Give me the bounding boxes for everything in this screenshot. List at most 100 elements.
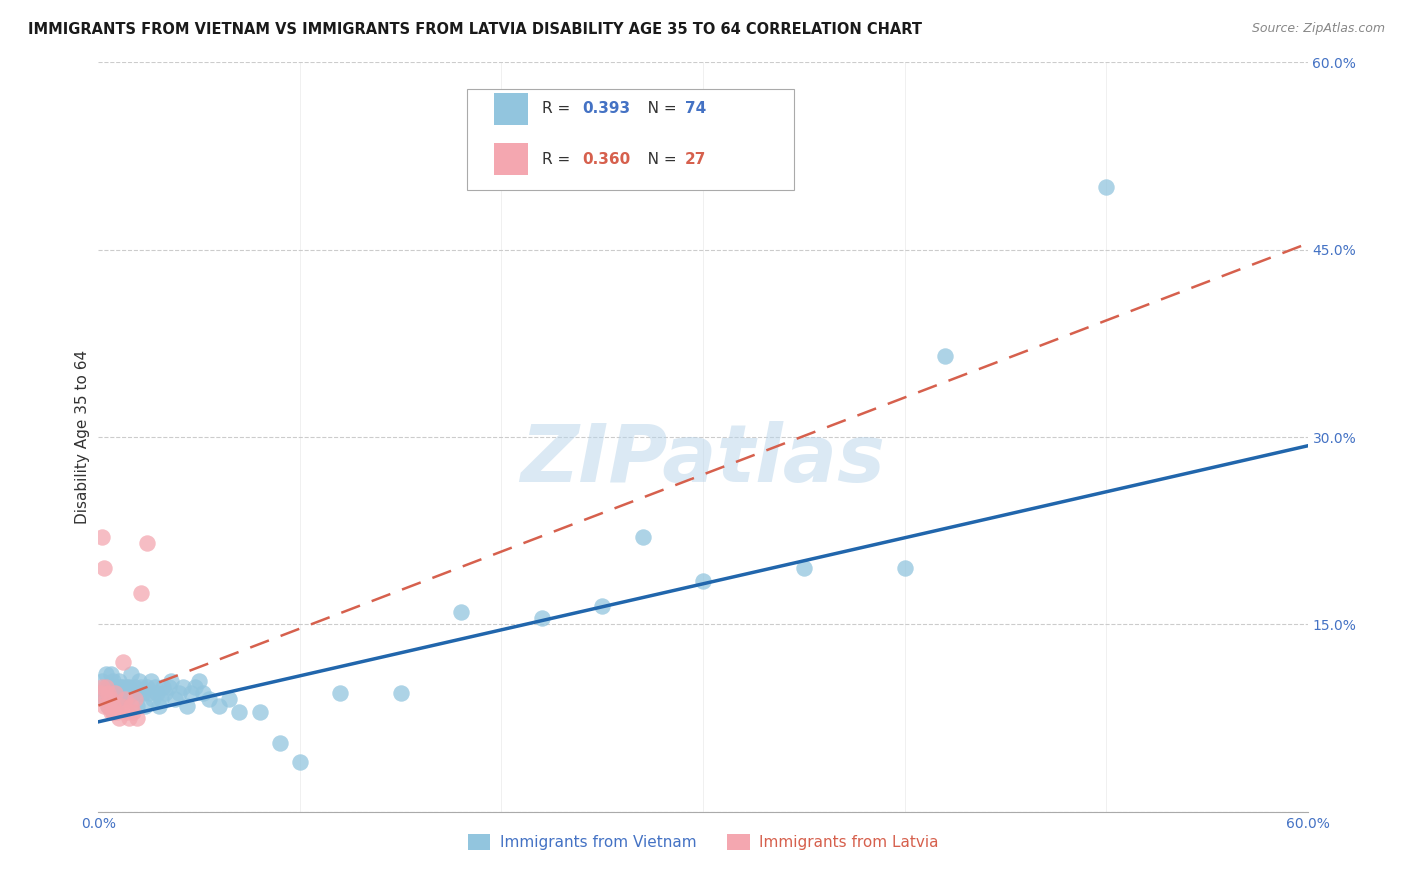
Point [893, 561, 915, 575]
Point [111, 680, 134, 694]
Point [96, 692, 118, 706]
FancyBboxPatch shape [494, 144, 527, 175]
Point [1095, 180, 1118, 194]
Point [208, 698, 231, 713]
Point [103, 692, 125, 706]
Text: 0.393: 0.393 [582, 102, 630, 116]
Point [121, 686, 143, 700]
Point [121, 705, 143, 719]
Point [110, 686, 132, 700]
Point [176, 698, 198, 713]
Point [111, 692, 134, 706]
Point [228, 705, 250, 719]
Point [163, 692, 186, 706]
Point [103, 680, 125, 694]
Point [118, 711, 141, 725]
Point [101, 673, 124, 688]
Point [91, 530, 114, 544]
Point [450, 605, 472, 619]
Point [110, 680, 132, 694]
Point [97, 698, 120, 713]
Point [114, 686, 136, 700]
FancyBboxPatch shape [467, 88, 793, 190]
Point [128, 673, 150, 688]
Point [142, 692, 165, 706]
Text: R =: R = [543, 102, 575, 116]
Text: IMMIGRANTS FROM VIETNAM VS IMMIGRANTS FROM LATVIA DISABILITY AGE 35 TO 64 CORREL: IMMIGRANTS FROM VIETNAM VS IMMIGRANTS FR… [28, 22, 922, 37]
Legend: Immigrants from Vietnam, Immigrants from Latvia: Immigrants from Vietnam, Immigrants from… [461, 829, 945, 856]
Point [530, 611, 553, 625]
Point [135, 536, 157, 550]
Point [100, 705, 122, 719]
Point [129, 680, 152, 694]
Point [128, 686, 150, 700]
Point [188, 673, 211, 688]
Point [97, 680, 120, 694]
Point [101, 686, 124, 700]
Text: 27: 27 [685, 152, 706, 167]
Point [89, 686, 111, 700]
Point [591, 599, 613, 613]
Point [269, 736, 291, 750]
Point [249, 705, 271, 719]
Point [91, 673, 114, 688]
Point [139, 673, 162, 688]
Point [100, 692, 122, 706]
Point [132, 686, 155, 700]
Point [115, 680, 138, 694]
Point [111, 655, 134, 669]
Point [120, 667, 142, 681]
Text: 0.360: 0.360 [582, 152, 630, 167]
Point [193, 686, 215, 700]
Text: Source: ZipAtlas.com: Source: ZipAtlas.com [1251, 22, 1385, 36]
Text: 74: 74 [685, 102, 706, 116]
Point [143, 680, 166, 694]
Point [97, 698, 120, 713]
Point [105, 680, 128, 694]
Point [93, 698, 115, 713]
Point [110, 698, 132, 713]
Point [134, 698, 156, 713]
Point [89, 686, 111, 700]
Point [329, 686, 352, 700]
Point [118, 686, 141, 700]
Point [124, 680, 146, 694]
Point [101, 705, 124, 719]
Point [934, 349, 956, 363]
Point [107, 692, 129, 706]
Point [389, 686, 412, 700]
Point [101, 698, 124, 713]
Point [184, 680, 207, 694]
Text: R =: R = [543, 152, 575, 167]
Point [114, 692, 136, 706]
Point [115, 692, 138, 706]
Point [692, 574, 714, 588]
Text: ZIPatlas: ZIPatlas [520, 420, 886, 499]
Point [124, 692, 146, 706]
Point [115, 705, 138, 719]
Point [105, 698, 128, 713]
Point [218, 692, 240, 706]
Point [146, 686, 169, 700]
Text: N =: N = [633, 102, 682, 116]
Point [107, 711, 129, 725]
Point [153, 686, 176, 700]
Point [97, 686, 120, 700]
Point [101, 705, 124, 719]
Point [631, 530, 654, 544]
FancyBboxPatch shape [494, 93, 527, 125]
Point [96, 667, 118, 681]
Point [129, 586, 152, 600]
Point [180, 686, 202, 700]
Point [157, 680, 180, 694]
Point [149, 692, 172, 706]
Point [172, 680, 194, 694]
Point [96, 680, 118, 694]
Point [100, 667, 122, 681]
Point [138, 686, 160, 700]
Point [167, 686, 190, 700]
Point [125, 698, 148, 713]
Y-axis label: Disability Age 35 to 64: Disability Age 35 to 64 [75, 350, 90, 524]
Point [125, 711, 148, 725]
Point [135, 680, 157, 694]
